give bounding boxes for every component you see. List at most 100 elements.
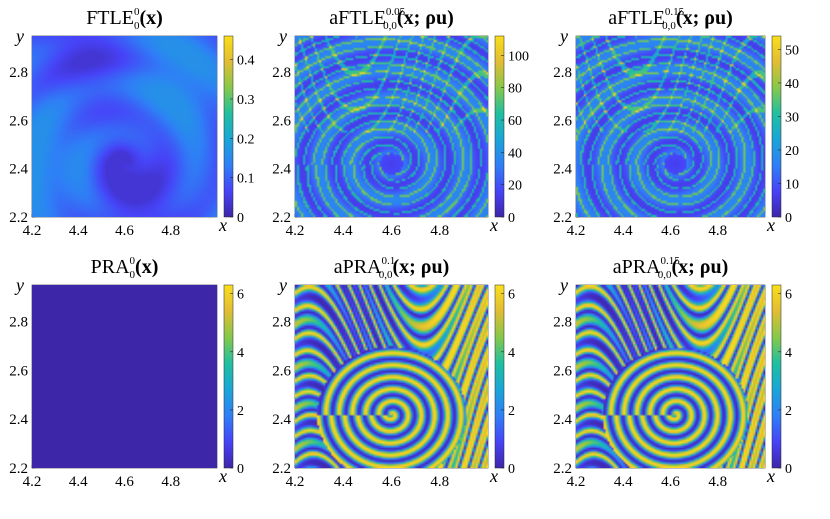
title-subscript: 0,0	[383, 20, 397, 32]
y-tick-label: 2.6	[272, 363, 291, 379]
y-tick-label: 2.8	[553, 315, 572, 331]
title-superscript: 0.15	[665, 6, 685, 18]
heatmap-image-p5	[295, 285, 488, 468]
colorbar-tick-label: 6	[237, 288, 244, 303]
y-tick-label: 2.8	[553, 65, 572, 81]
title-main: aPRA	[613, 256, 661, 278]
x-tick-label: 4.2	[23, 223, 42, 239]
colorbar-tick-label: 60	[508, 114, 522, 129]
colorbar-tick-label: 0	[508, 211, 515, 226]
x-tick-label: 4.8	[161, 474, 180, 490]
colorbar-tick-label: 40	[785, 77, 799, 92]
colorbar-tick-label: 2	[237, 404, 244, 419]
title-main: aFTLE	[329, 7, 386, 29]
y-tick-label: 2.8	[9, 315, 28, 331]
colorbar-tick-label: 80	[508, 82, 522, 97]
y-tick-label: 2.4	[9, 412, 28, 428]
title-args: (x; ρu)	[397, 7, 454, 29]
y-tick-label: 2.8	[272, 315, 291, 331]
title-superscript: 0.15	[660, 255, 680, 267]
colorbar-tick-label: 0	[508, 462, 515, 477]
x-tick-label: 4.8	[161, 223, 180, 239]
panel-title: aPRA0.1 0,0(x; ρu)	[334, 255, 450, 281]
colorbar-tick-label: 6	[508, 288, 515, 303]
y-tick-label: 2.2	[272, 461, 291, 477]
y-tick-label: 2.2	[9, 210, 28, 226]
colorbar	[771, 284, 782, 469]
y-tick-label: 2.2	[272, 210, 291, 226]
y-tick-label: 2.2	[553, 210, 572, 226]
title-args: (x)	[139, 7, 162, 29]
x-tick-label: 4.6	[115, 223, 134, 239]
colorbar-tick-label: 0.4	[237, 54, 255, 69]
colorbar	[771, 35, 782, 218]
y-tick-label: 2.8	[9, 65, 28, 81]
colorbar-tick-label: 4	[237, 346, 244, 361]
panel-p2: aFTLE0.05 0,0(x; ρu) 4.2 4.4 4.6 4.8 2.2 2.4 2.6…	[272, 6, 529, 239]
title-args: (x)	[135, 256, 158, 278]
panel-p1: FTLE0 0(x)4.2 4.4 4.6 4.82.22.42.62.8xy00.10…	[9, 6, 254, 239]
x-tick-label: 4.6	[382, 474, 401, 490]
title-subscript: 0,0	[658, 269, 672, 281]
heatmap-image-p6	[576, 285, 765, 468]
x-tick-label: 4.6	[382, 223, 401, 239]
x-tick-label: 4.2	[567, 223, 586, 239]
title-subscript: 0,0	[662, 20, 676, 32]
colorbar-tick-label: 20	[785, 144, 799, 159]
title-subscript: 0	[130, 269, 136, 281]
y-tick-label: 2.4	[553, 412, 572, 428]
title-main: FTLE	[86, 7, 134, 29]
colorbar	[223, 35, 234, 218]
colorbar-tick-label: 2	[508, 404, 515, 419]
colorbar-tick-label: 30	[785, 110, 799, 125]
x-tick-label: 4.6	[115, 474, 134, 490]
y-tick-label: 2.4	[272, 412, 291, 428]
title-main: aFTLE	[608, 7, 665, 29]
colorbar-tick-label: 2	[785, 404, 792, 419]
x-tick-label: 4.4	[69, 474, 88, 490]
heatmap-image-p3	[576, 36, 765, 217]
panel-title: PRA0 0(x)	[91, 255, 159, 281]
colorbar-tick-label: 0	[785, 462, 792, 477]
colorbar	[494, 35, 505, 218]
colorbar-tick-label: 6	[785, 288, 792, 303]
colorbar-tick-label: 0	[237, 211, 244, 226]
title-args: (x; ρu)	[392, 256, 449, 278]
title-main: aPRA	[334, 256, 382, 278]
y-tick-label: 2.8	[272, 65, 291, 81]
y-axis-label: y	[277, 26, 287, 46]
title-args: (x; ρu)	[676, 7, 733, 29]
y-tick-label: 2.2	[553, 461, 572, 477]
x-tick-label: 4.8	[430, 223, 449, 239]
x-tick-label: 4.8	[708, 474, 727, 490]
x-axis-label: x	[766, 215, 775, 235]
x-tick-label: 4.4	[334, 223, 353, 239]
colorbar-tick-label: 4	[508, 346, 515, 361]
x-tick-label: 4.4	[614, 474, 633, 490]
x-tick-label: 4.8	[430, 474, 449, 490]
x-tick-label: 4.2	[23, 474, 42, 490]
y-tick-label: 2.6	[9, 113, 28, 129]
x-tick-label: 4.6	[661, 223, 680, 239]
title-subscript: 0,0	[379, 269, 393, 281]
y-axis-label: y	[14, 275, 24, 295]
x-tick-label: 4.6	[661, 474, 680, 490]
colorbar-tick-label: 100	[508, 49, 529, 64]
panel-title: FTLE0 0(x)	[86, 6, 163, 32]
x-axis-label: x	[218, 215, 227, 235]
title-args: (x; ρu)	[671, 256, 728, 278]
heatmap-image-p2	[295, 36, 488, 217]
y-tick-label: 2.4	[9, 162, 28, 178]
y-tick-label: 2.6	[553, 363, 572, 379]
title-superscript: 0.1	[381, 255, 395, 267]
title-main: PRA	[91, 256, 130, 278]
y-axis-label: y	[14, 26, 24, 46]
colorbar-tick-label: 0.1	[237, 172, 255, 187]
colorbar-tick-label: 20	[508, 179, 522, 194]
y-tick-label: 2.2	[9, 461, 28, 477]
panel-title: aFTLE0.05 0,0(x; ρu)	[329, 6, 453, 32]
y-tick-label: 2.6	[553, 113, 572, 129]
colorbar-tick-label: 0.3	[237, 93, 255, 108]
x-axis-label: x	[489, 466, 498, 486]
